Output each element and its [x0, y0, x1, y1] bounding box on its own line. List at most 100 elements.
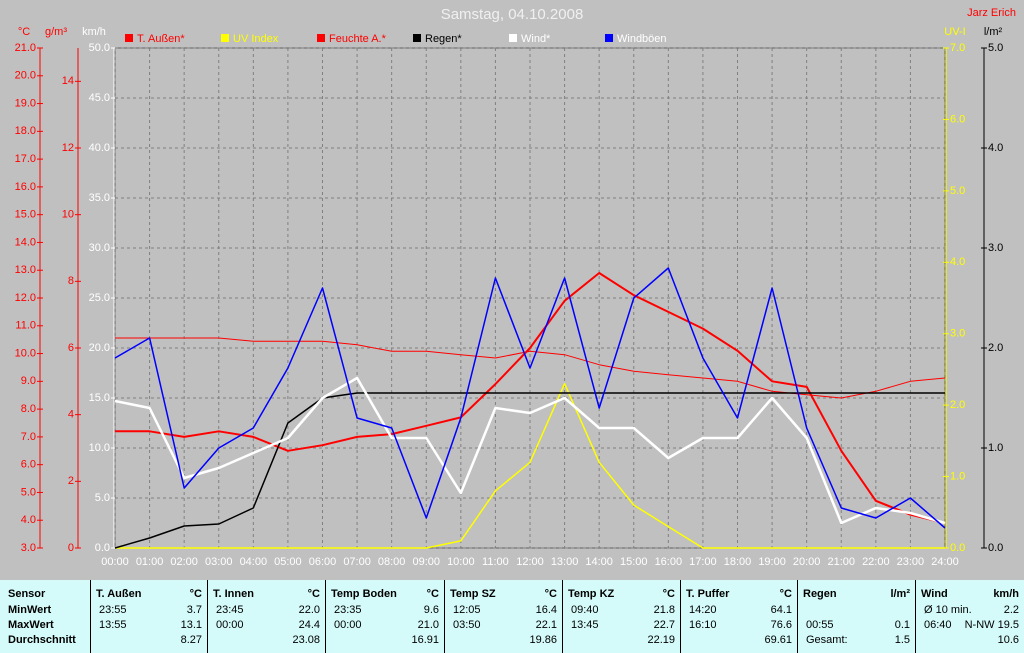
- column: Wind km/h Ø 10 min. 2.2 06:40 N-NW 19.5 10.6: [915, 580, 1024, 653]
- cell-time: 09:40: [571, 604, 599, 616]
- y-tick-label: 0.0: [950, 542, 965, 554]
- cell-time: 13:55: [99, 619, 127, 631]
- y-tick-label: 14.0: [15, 236, 36, 248]
- cell-time: 23:45: [216, 604, 244, 616]
- y-tick-label: 10.0: [89, 442, 110, 454]
- x-tick-label: 06:00: [309, 556, 337, 568]
- cell-value: 21.0: [417, 619, 439, 631]
- y-tick-label: 14: [62, 75, 74, 87]
- cell-value: 16.91: [411, 634, 439, 646]
- author: Jarz Erich: [967, 7, 1016, 19]
- y-tick-label: 4: [68, 409, 74, 421]
- series-line: [114, 392, 945, 549]
- cell-time: 03:50: [453, 619, 481, 631]
- y-tick-label: 2: [68, 475, 74, 487]
- y-tick-label: 3.0: [950, 328, 965, 340]
- x-tick-label: 13:00: [551, 556, 579, 568]
- y-tick-label: 18.0: [15, 125, 36, 137]
- legend-label: Windböen: [617, 33, 667, 45]
- cell-time: Ø 10 min.: [924, 604, 972, 616]
- y-tick-label: 0.0: [988, 542, 1003, 554]
- cell-time: 13:45: [571, 619, 599, 631]
- y-tick-label: 10: [62, 209, 74, 221]
- cell-value: 76.6: [770, 619, 792, 631]
- y-tick-label: 15.0: [15, 209, 36, 221]
- legend-label: T. Außen*: [137, 33, 185, 45]
- cell-value: N-NW 19.5: [964, 619, 1019, 631]
- column-unit: °C: [189, 588, 202, 600]
- y-tick-label: 0: [68, 542, 74, 554]
- x-tick-label: 01:00: [136, 556, 164, 568]
- y-tick-label: 1.0: [950, 470, 965, 482]
- x-tick-label: 21:00: [827, 556, 855, 568]
- y-tick-label: 7.0: [950, 42, 965, 54]
- cell-time: 06:40: [924, 619, 952, 631]
- axis-unit: g/m³: [45, 26, 67, 38]
- cell-time: 00:55: [806, 619, 834, 631]
- x-tick-label: 11:00: [482, 556, 509, 568]
- cell-value: 0.1: [894, 619, 910, 631]
- y-tick-label: 25.0: [89, 292, 110, 304]
- x-tick-label: 19:00: [758, 556, 786, 568]
- y-tick-label: 8: [68, 275, 74, 287]
- axis-unit: km/h: [82, 26, 106, 38]
- x-tick-label: 24:00: [931, 556, 959, 568]
- series-line: [114, 267, 946, 529]
- y-tick-label: 5.0: [988, 42, 1003, 54]
- column-name: T. Innen: [213, 588, 254, 600]
- y-tick-label: 13.0: [15, 264, 36, 276]
- y-tick-label: 2.0: [988, 342, 1003, 354]
- cell-value: 22.0: [298, 604, 320, 616]
- series-line: [114, 376, 946, 525]
- x-tick-label: 04:00: [240, 556, 268, 568]
- header: Sensor: [8, 588, 46, 600]
- y-tick-label: 4.0: [988, 142, 1003, 154]
- column-name: Wind: [921, 588, 948, 600]
- column: Regen l/m² 00:55 0.1 Gesamt: 1.5: [797, 580, 916, 653]
- y-tick-label: 16.0: [15, 181, 36, 193]
- column: T. Innen °C 23:45 22.0 00:00 24.4 23.08: [207, 580, 326, 653]
- x-tick-label: 15:00: [620, 556, 648, 568]
- column-unit: °C: [307, 588, 320, 600]
- y-tick-label: 30.0: [89, 242, 110, 254]
- column-unit: km/h: [993, 588, 1019, 600]
- y-tick-label: 15.0: [89, 392, 110, 404]
- x-tick-label: 09:00: [412, 556, 440, 568]
- cell-time: 23:35: [334, 604, 362, 616]
- legend-swatch: [605, 34, 613, 42]
- legend-label: Wind*: [521, 33, 551, 45]
- y-tick-label: 6.0: [21, 459, 36, 471]
- column-name: Temp SZ: [450, 588, 496, 600]
- cell-value: 8.27: [180, 634, 202, 646]
- legend-swatch: [221, 34, 229, 42]
- legend-swatch: [413, 34, 421, 42]
- legend-label: UV Index: [233, 33, 279, 45]
- cell-value: 64.1: [770, 604, 792, 616]
- cell-value: 22.7: [653, 619, 675, 631]
- x-tick-label: 03:00: [205, 556, 233, 568]
- series-line: [115, 272, 946, 524]
- y-tick-label: 17.0: [15, 153, 36, 165]
- y-tick-label: 1.0: [988, 442, 1003, 454]
- x-tick-label: 02:00: [170, 556, 198, 568]
- column-name: T. Puffer: [686, 588, 730, 600]
- series-line: [115, 337, 946, 399]
- x-tick-label: 14:00: [585, 556, 613, 568]
- x-tick-label: 23:00: [897, 556, 925, 568]
- cell-value: 9.6: [423, 604, 439, 616]
- cell-value: 1.5: [894, 634, 910, 646]
- label-column: Sensor MinWert MaxWert Durchschnitt: [0, 580, 90, 653]
- cell-value: 13.1: [180, 619, 202, 631]
- y-tick-label: 3.0: [988, 242, 1003, 254]
- column-unit: l/m²: [890, 588, 910, 600]
- column-name: Regen: [803, 588, 837, 600]
- cell-value: 3.7: [186, 604, 202, 616]
- x-tick-label: 10:00: [447, 556, 475, 568]
- cell-value: 21.8: [653, 604, 675, 616]
- y-tick-label: 10.0: [15, 347, 36, 359]
- cell-value: 10.6: [997, 634, 1019, 646]
- y-tick-label: 19.0: [15, 97, 36, 109]
- stats-table: Sensor MinWert MaxWert Durchschnitt T. Außen…: [0, 580, 1024, 653]
- axis-unit: UV-I: [944, 26, 965, 38]
- x-tick-label: 07:00: [343, 556, 371, 568]
